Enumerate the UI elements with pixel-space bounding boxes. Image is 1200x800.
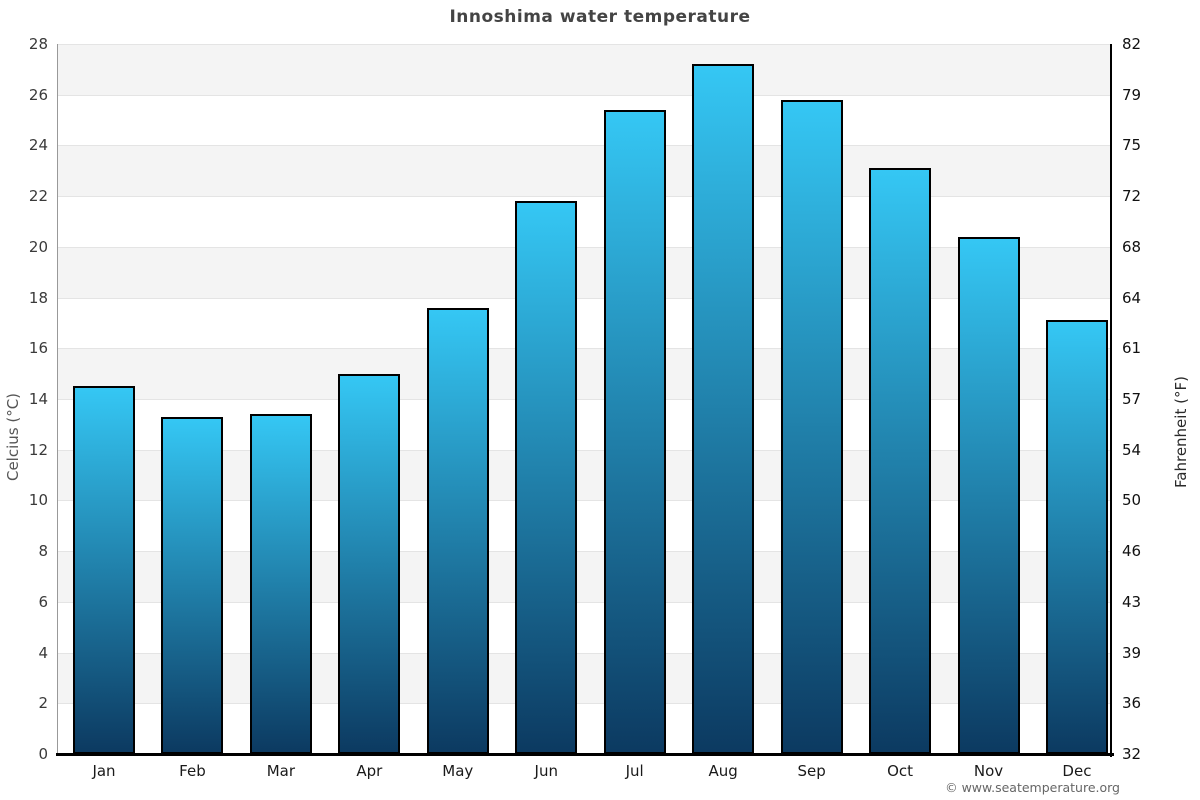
- gridline: [58, 297, 1112, 299]
- bottom-axis-line: [56, 753, 1114, 756]
- bar-nov: [957, 236, 1020, 754]
- celsius-tick-16: 16: [28, 339, 48, 358]
- background-band: [58, 145, 1112, 197]
- gridline: [58, 601, 1112, 603]
- background-band: [58, 551, 1112, 602]
- chart-title: Innoshima water temperature: [449, 7, 751, 27]
- fahrenheit-tick-64: 64: [1122, 288, 1142, 307]
- celsius-tick-14: 14: [28, 390, 48, 408]
- gridline: [58, 94, 1112, 96]
- bar-oct: [869, 168, 932, 754]
- fahrenheit-tick-72: 72: [1122, 187, 1142, 206]
- celsius-tick-12: 12: [28, 440, 48, 459]
- bar-sep: [780, 99, 843, 754]
- plot-area: [58, 44, 1112, 754]
- gridline: [58, 652, 1112, 654]
- gridline: [58, 348, 1112, 350]
- month-label-jan: Jan: [92, 762, 116, 780]
- fahrenheit-tick-36: 36: [1122, 694, 1142, 713]
- month-label-nov: Nov: [973, 762, 1004, 780]
- gridline: [58, 145, 1112, 147]
- fahrenheit-tick-75: 75: [1122, 136, 1142, 155]
- fahrenheit-tick-54: 54: [1122, 440, 1142, 459]
- celsius-tick-22: 22: [28, 187, 48, 206]
- month-label-jun: Jun: [534, 762, 558, 780]
- gridline: [58, 449, 1112, 451]
- celsius-tick-6: 6: [38, 592, 48, 611]
- month-label-feb: Feb: [179, 762, 206, 780]
- fahrenheit-tick-68: 68: [1122, 237, 1142, 256]
- bar-apr: [338, 373, 401, 754]
- background-band: [58, 44, 1112, 95]
- bar-dec: [1045, 320, 1108, 754]
- fahrenheit-tick-32: 32: [1122, 745, 1142, 763]
- bar-aug: [692, 64, 755, 754]
- month-label-jul: Jul: [625, 762, 644, 780]
- fahrenheit-tick-57: 57: [1122, 390, 1142, 408]
- gridline: [58, 551, 1112, 553]
- celsius-tick-2: 2: [38, 694, 48, 713]
- celsius-tick-28: 28: [28, 35, 48, 53]
- celsius-axis-title: Celcius (°C): [4, 392, 22, 482]
- bar-feb: [161, 416, 224, 754]
- month-label-dec: Dec: [1062, 762, 1092, 780]
- celsius-tick-18: 18: [28, 288, 48, 307]
- right-axis-line: [1110, 44, 1112, 757]
- bar-jan: [73, 386, 135, 754]
- celsius-tick-26: 26: [28, 85, 48, 104]
- copyright-credit: © www.seatemperature.org: [945, 780, 1120, 795]
- background-band: [58, 246, 1112, 298]
- bar-jun: [515, 201, 578, 754]
- fahrenheit-tick-79: 79: [1122, 85, 1142, 104]
- gridline: [58, 500, 1112, 502]
- fahrenheit-tick-46: 46: [1122, 542, 1142, 561]
- celsius-tick-24: 24: [28, 136, 48, 155]
- gridline: [58, 44, 1112, 45]
- fahrenheit-tick-61: 61: [1122, 339, 1142, 358]
- fahrenheit-tick-39: 39: [1122, 643, 1142, 662]
- gridline: [58, 246, 1112, 248]
- fahrenheit-tick-50: 50: [1122, 491, 1142, 510]
- fahrenheit-tick-82: 82: [1122, 35, 1142, 53]
- fahrenheit-axis-title: Fahrenheit (°F): [1172, 376, 1190, 488]
- background-band: [58, 348, 1112, 399]
- background-band: [58, 652, 1112, 704]
- month-label-aug: Aug: [708, 762, 738, 780]
- celsius-tick-20: 20: [28, 237, 48, 256]
- gridline: [58, 399, 1112, 400]
- month-label-mar: Mar: [266, 762, 296, 780]
- gridline: [58, 196, 1112, 198]
- bar-mar: [249, 414, 312, 754]
- month-label-sep: Sep: [797, 762, 826, 780]
- background-band: [58, 449, 1112, 501]
- celsius-tick-4: 4: [38, 643, 48, 662]
- celsius-tick-10: 10: [28, 491, 48, 510]
- month-label-oct: Oct: [887, 762, 914, 780]
- fahrenheit-tick-43: 43: [1122, 592, 1142, 611]
- month-label-apr: Apr: [356, 762, 383, 780]
- celsius-tick-8: 8: [38, 542, 48, 561]
- month-label-may: May: [442, 762, 474, 780]
- bar-jul: [603, 109, 666, 754]
- gridline: [58, 703, 1112, 705]
- bar-may: [426, 307, 489, 754]
- left-axis-line: [57, 44, 58, 754]
- celsius-tick-0: 0: [38, 745, 48, 763]
